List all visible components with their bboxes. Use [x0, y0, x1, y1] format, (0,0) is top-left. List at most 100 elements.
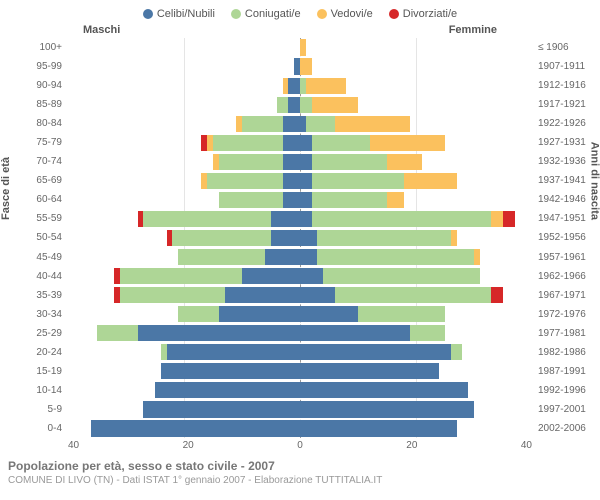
birth-tick: 1992-1996: [538, 381, 592, 400]
birth-tick: 1922-1926: [538, 114, 592, 133]
legend-item: Celibi/Nubili: [143, 8, 215, 20]
ylabel-left: Fasce di età: [0, 157, 12, 220]
x-tick: 20: [406, 440, 417, 451]
bar-seg-male: [143, 401, 300, 417]
age-tick: 15-19: [8, 362, 62, 381]
bar-seg-female: [306, 116, 335, 132]
age-tick: 55-59: [8, 209, 62, 228]
bar-seg-female: [300, 211, 312, 227]
birth-tick: 1997-2001: [538, 400, 592, 419]
bar-seg-female: [503, 211, 515, 227]
bar-seg-male: [155, 382, 300, 398]
birth-tick: 2002-2006: [538, 419, 592, 438]
bar-row: [68, 248, 532, 267]
bar-seg-female: [300, 58, 312, 74]
age-tick: 20-24: [8, 343, 62, 362]
age-tick: 10-14: [8, 381, 62, 400]
age-tick: 45-49: [8, 248, 62, 267]
bar-seg-female: [323, 268, 480, 284]
bar-seg-male: [288, 97, 300, 113]
legend-item: Divorziati/e: [389, 8, 457, 20]
bar-seg-female: [317, 230, 450, 246]
bar-seg-female: [306, 78, 347, 94]
bar-seg-female: [312, 211, 492, 227]
bar-seg-female: [312, 154, 387, 170]
bar-row: [68, 381, 532, 400]
legend-label: Divorziati/e: [403, 8, 457, 20]
bar-seg-female: [300, 154, 312, 170]
bar-seg-male: [283, 154, 300, 170]
bar-seg-female: [451, 230, 457, 246]
age-tick: 100+: [8, 38, 62, 57]
bar-seg-male: [143, 211, 271, 227]
birth-tick: 1932-1936: [538, 152, 592, 171]
legend-swatch: [231, 9, 241, 19]
birth-tick: ≤ 1906: [538, 38, 592, 57]
bar-seg-female: [335, 116, 410, 132]
side-headers: Maschi Femmine: [8, 24, 592, 38]
bar-seg-female: [410, 325, 445, 341]
bar-seg-female: [300, 249, 317, 265]
bar-seg-male: [271, 230, 300, 246]
bar-seg-female: [300, 230, 317, 246]
age-tick: 0-4: [8, 419, 62, 438]
legend-swatch: [317, 9, 327, 19]
birth-tick: 1957-1961: [538, 248, 592, 267]
bar-row: [68, 171, 532, 190]
bar-seg-male: [219, 154, 283, 170]
bar-seg-male: [178, 249, 265, 265]
yaxis-age: 100+95-9990-9485-8980-8475-7970-7465-696…: [8, 38, 68, 438]
bar-row: [68, 190, 532, 209]
bar-seg-female: [358, 306, 445, 322]
x-tick: 0: [297, 440, 303, 451]
bar-seg-male: [172, 230, 271, 246]
bar-row: [68, 228, 532, 247]
legend-item: Coniugati/e: [231, 8, 301, 20]
bar-seg-female: [300, 344, 451, 360]
bar-seg-male: [277, 97, 289, 113]
bar-seg-male: [288, 78, 300, 94]
age-tick: 95-99: [8, 57, 62, 76]
bar-seg-female: [300, 135, 312, 151]
bar-seg-female: [300, 325, 410, 341]
caption: Popolazione per età, sesso e stato civil…: [8, 459, 592, 473]
bar-row: [68, 57, 532, 76]
legend-item: Vedovi/e: [317, 8, 373, 20]
bar-row: [68, 38, 532, 57]
age-tick: 75-79: [8, 133, 62, 152]
subcaption: COMUNE DI LIVO (TN) - Dati ISTAT 1° genn…: [8, 475, 592, 486]
birth-tick: 1942-1946: [538, 190, 592, 209]
bar-row: [68, 114, 532, 133]
legend-swatch: [143, 9, 153, 19]
header-female: Femmine: [449, 24, 497, 36]
bar-row: [68, 286, 532, 305]
age-tick: 85-89: [8, 95, 62, 114]
bar-seg-female: [300, 39, 306, 55]
bar-row: [68, 152, 532, 171]
age-tick: 25-29: [8, 324, 62, 343]
bar-seg-female: [300, 382, 468, 398]
age-tick: 80-84: [8, 114, 62, 133]
birth-tick: 1912-1916: [538, 76, 592, 95]
bar-row: [68, 362, 532, 381]
bar-row: [68, 76, 532, 95]
bar-seg-female: [300, 97, 312, 113]
bars-area: [68, 38, 532, 438]
bar-seg-male: [213, 135, 283, 151]
bar-seg-male: [271, 211, 300, 227]
bar-seg-male: [265, 249, 300, 265]
bar-seg-male: [91, 420, 300, 436]
bar-seg-male: [242, 116, 283, 132]
bar-seg-male: [161, 363, 300, 379]
age-tick: 50-54: [8, 228, 62, 247]
bar-seg-female: [312, 173, 405, 189]
bar-row: [68, 95, 532, 114]
bar-seg-female: [404, 173, 456, 189]
bar-row: [68, 343, 532, 362]
legend-label: Coniugati/e: [245, 8, 301, 20]
legend-swatch: [389, 9, 399, 19]
bar-seg-male: [283, 116, 300, 132]
bar-seg-female: [491, 211, 503, 227]
birth-tick: 1987-1991: [538, 362, 592, 381]
bar-seg-male: [283, 135, 300, 151]
